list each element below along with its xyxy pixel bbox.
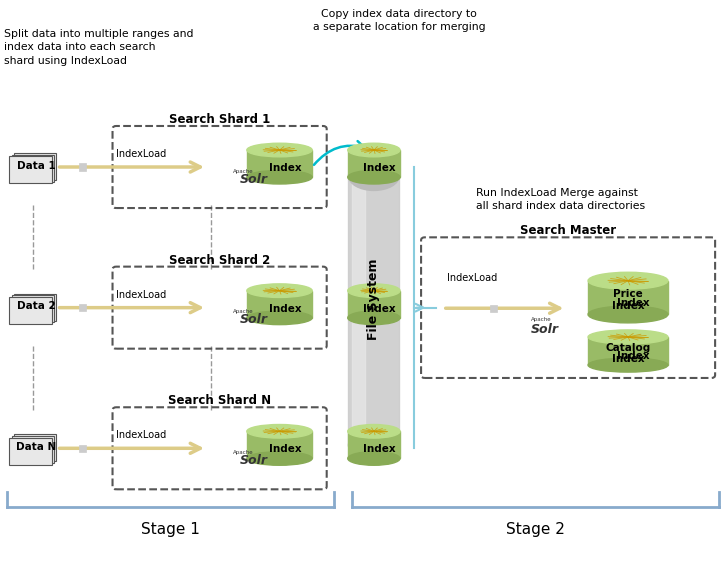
Ellipse shape: [348, 161, 399, 190]
Bar: [247, 150, 312, 177]
Ellipse shape: [588, 272, 668, 289]
FancyBboxPatch shape: [14, 294, 56, 321]
FancyBboxPatch shape: [12, 155, 54, 182]
Text: Apache: Apache: [531, 317, 551, 322]
Bar: [247, 291, 312, 318]
Bar: [588, 281, 668, 315]
Text: Search Shard 1: Search Shard 1: [169, 113, 270, 126]
Ellipse shape: [247, 424, 312, 438]
Text: Stage 2: Stage 2: [505, 522, 565, 537]
Text: Index: Index: [364, 163, 396, 173]
Ellipse shape: [247, 311, 312, 325]
Text: IndexLoad: IndexLoad: [446, 273, 497, 284]
FancyBboxPatch shape: [9, 297, 52, 324]
Text: Data 1: Data 1: [17, 161, 56, 171]
Bar: [348, 291, 400, 318]
Text: File System: File System: [367, 258, 380, 340]
FancyBboxPatch shape: [9, 438, 52, 465]
Text: Index: Index: [269, 163, 301, 173]
Text: Solr: Solr: [240, 173, 268, 186]
FancyBboxPatch shape: [14, 153, 56, 180]
Ellipse shape: [247, 143, 312, 157]
Text: Apache: Apache: [233, 450, 253, 455]
Ellipse shape: [247, 452, 312, 465]
Text: Catalog
Index: Catalog Index: [605, 343, 650, 364]
Text: Solr: Solr: [531, 323, 558, 336]
Ellipse shape: [348, 171, 400, 184]
Ellipse shape: [348, 143, 400, 157]
Bar: [348, 150, 400, 177]
FancyBboxPatch shape: [12, 436, 54, 463]
Ellipse shape: [348, 452, 400, 465]
Ellipse shape: [348, 311, 400, 325]
Text: Search Shard N: Search Shard N: [168, 394, 272, 407]
Text: Data N: Data N: [16, 442, 57, 452]
Text: Split data into multiple ranges and
index data into each search
shard using Inde: Split data into multiple ranges and inde…: [4, 29, 193, 66]
Bar: [348, 431, 400, 458]
Text: Copy index data directory to
a separate location for merging: Copy index data directory to a separate …: [313, 9, 486, 32]
Text: Apache: Apache: [233, 309, 253, 314]
Ellipse shape: [247, 284, 312, 298]
Text: Solr: Solr: [240, 454, 268, 467]
Bar: [247, 431, 312, 458]
Bar: [79, 445, 86, 452]
Text: Solr: Solr: [240, 314, 268, 326]
Text: Index: Index: [269, 304, 301, 314]
Text: Index: Index: [364, 444, 396, 455]
Text: Price
Index: Price Index: [612, 289, 644, 311]
Text: Index: Index: [618, 350, 650, 361]
Bar: [490, 305, 497, 312]
Text: Search Shard 2: Search Shard 2: [169, 254, 270, 267]
Bar: [588, 337, 668, 365]
Text: IndexLoad: IndexLoad: [116, 149, 167, 159]
FancyBboxPatch shape: [14, 434, 56, 461]
FancyBboxPatch shape: [12, 295, 54, 322]
Ellipse shape: [348, 424, 400, 438]
Text: Search Master: Search Master: [520, 224, 616, 237]
Text: Stage 1: Stage 1: [141, 522, 200, 537]
Ellipse shape: [588, 306, 668, 323]
Text: IndexLoad: IndexLoad: [116, 430, 167, 441]
Ellipse shape: [348, 431, 399, 460]
Text: Index: Index: [269, 444, 301, 455]
Ellipse shape: [588, 358, 668, 372]
Text: Data 2: Data 2: [17, 301, 56, 312]
Ellipse shape: [348, 284, 400, 298]
Bar: [352, 176, 365, 445]
Ellipse shape: [588, 330, 668, 344]
Ellipse shape: [247, 171, 312, 184]
Text: Apache: Apache: [233, 169, 253, 173]
Text: Index: Index: [364, 304, 396, 314]
Text: IndexLoad: IndexLoad: [116, 289, 167, 300]
Bar: [79, 163, 86, 171]
Bar: [348, 176, 399, 445]
Text: Run IndexLoad Merge against
all shard index data directories: Run IndexLoad Merge against all shard in…: [476, 188, 645, 211]
Bar: [79, 304, 86, 311]
Text: Index: Index: [618, 298, 650, 308]
FancyBboxPatch shape: [9, 156, 52, 183]
